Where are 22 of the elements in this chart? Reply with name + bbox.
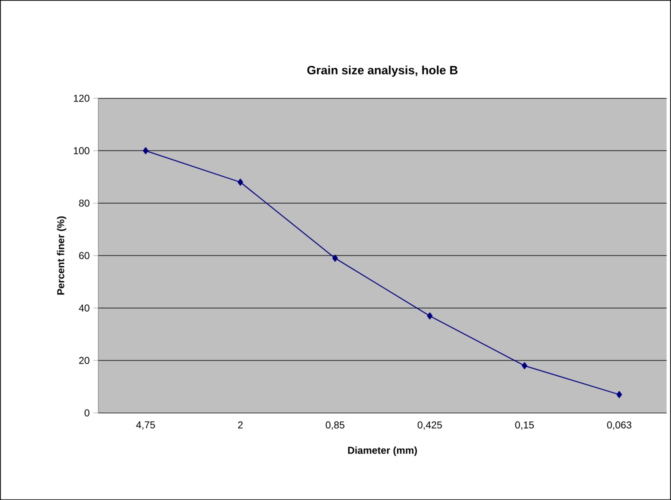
point	[142, 147, 148, 154]
x-axis-title: Diameter (mm)	[348, 446, 417, 456]
y-tick-label: 100	[74, 147, 90, 154]
x-tick-label: 0,15	[515, 421, 534, 430]
y-axis-title: Percent finer (%)	[56, 216, 66, 295]
chart-title: Grain size analysis, hole B	[307, 66, 458, 77]
point	[332, 254, 338, 262]
point	[616, 390, 622, 398]
x-tick-label: 0,425	[418, 421, 442, 430]
point	[427, 312, 433, 320]
x-tick-label: 2	[238, 421, 243, 428]
point	[522, 362, 528, 370]
y-tick-label: 0	[84, 409, 90, 416]
y-tick-label: 120	[74, 94, 90, 102]
x-tick-label: 0,85	[326, 421, 344, 430]
y-tick-label: 60	[79, 252, 90, 260]
point	[238, 178, 244, 186]
x-tick-label: 4,75	[136, 421, 155, 430]
x-tick-label: 0,063	[607, 421, 632, 430]
y-tick-label: 80	[79, 200, 90, 207]
y-tick-label: 20	[79, 356, 90, 364]
y-tick-label: 40	[78, 304, 90, 312]
